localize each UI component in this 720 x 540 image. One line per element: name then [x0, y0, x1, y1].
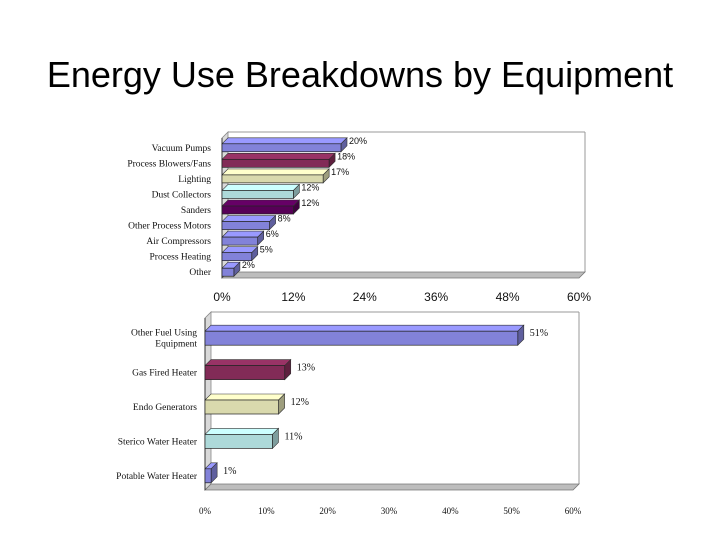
slide-title: Energy Use Breakdowns by Equipment	[46, 54, 674, 95]
electric-equipment-bar-chart: Vacuum Pumps 20% Process Blowers/Fans 18% Li…	[127, 131, 591, 304]
bar-top-dust-collectors	[221, 184, 301, 191]
bar-endo-generators	[204, 399, 279, 415]
bar-dust-collectors	[221, 190, 294, 199]
category-label-vacuum-pumps: Vacuum Pumps	[152, 144, 212, 154]
bar-top-air-compressors	[221, 230, 265, 238]
x-tick-label: 12%	[281, 290, 305, 304]
category-label-gas-fired-heater: Gas Fired Heater	[132, 369, 198, 379]
data-label-other-process-motors: 8%	[278, 214, 291, 224]
category-label-potable-water-heater: Potable Water Heater	[116, 472, 198, 482]
bar-other-process-motors	[221, 221, 270, 230]
bar-process-blowers-fans	[221, 158, 330, 168]
data-label-sterico-water-heater: 11%	[284, 431, 302, 442]
category-label-air-compressors: Air Compressors	[146, 237, 211, 247]
bar-air-compressors	[221, 236, 259, 246]
plot-floor	[204, 483, 580, 491]
data-label-lighting: 17%	[331, 167, 349, 177]
x-tick-label: 60%	[567, 290, 591, 304]
x-tick-label: 0%	[199, 506, 212, 516]
data-label-vacuum-pumps: 20%	[349, 136, 367, 146]
bar-process-heating	[221, 252, 253, 262]
x-tick-label: 20%	[319, 506, 336, 516]
category-label-sterico-water-heater: Sterico Water Heater	[118, 437, 198, 447]
x-tick-label: 10%	[258, 506, 275, 516]
data-label-air-compressors: 6%	[266, 229, 279, 239]
bar-vacuum-pumps	[221, 143, 342, 153]
x-tick-label: 40%	[442, 506, 459, 516]
bar-sanders	[221, 205, 294, 215]
data-label-potable-water-heater: 1%	[223, 466, 236, 477]
bar-other	[221, 267, 235, 277]
bar-sterico-water-heater	[204, 434, 273, 449]
plot-area	[205, 312, 579, 490]
plot-area	[222, 132, 585, 278]
bar-lighting	[221, 174, 324, 184]
category-label-other-process-motors: Other Process Motors	[128, 222, 211, 232]
data-label-sanders: 12%	[301, 198, 319, 208]
bar-top-vacuum-pumps	[221, 137, 348, 145]
category-label-dust-collectors: Dust Collectors	[152, 190, 212, 200]
bar-gas-fired-heater	[204, 365, 286, 380]
bar-other-fuel-using-equipment	[204, 330, 519, 346]
data-label-other-fuel-using-equipment: 51%	[530, 328, 548, 339]
fuel-equipment-bar-chart: Other Fuel Using Equipment 51% Gas Fired He…	[116, 311, 582, 516]
x-tick-label: 0%	[213, 290, 231, 304]
x-tick-label: 36%	[424, 290, 448, 304]
x-tick-label: 48%	[496, 290, 520, 304]
category-label-process-blowers-fans: Process Blowers/Fans	[127, 159, 211, 169]
category-label-sanders: Sanders	[181, 206, 211, 216]
category-label-other: Other	[189, 268, 211, 278]
category-label-lighting: Lighting	[178, 175, 211, 185]
x-tick-label: 60%	[565, 506, 582, 516]
category-label-endo-generators: Endo Generators	[133, 403, 197, 413]
data-label-process-heating: 5%	[260, 245, 273, 255]
plot-floor	[221, 271, 586, 279]
bar-top-endo-generators	[204, 393, 286, 401]
x-tick-label: 24%	[353, 290, 377, 304]
data-label-endo-generators: 12%	[291, 397, 309, 408]
bar-top-lighting	[221, 168, 330, 176]
x-tick-label: 50%	[503, 506, 520, 516]
data-label-process-blowers-fans: 18%	[337, 151, 355, 161]
data-label-gas-fired-heater: 13%	[297, 363, 315, 374]
bar-potable-water-heater	[204, 468, 212, 484]
data-label-dust-collectors: 12%	[301, 182, 319, 192]
x-tick-label: 30%	[381, 506, 398, 516]
bar-top-other-fuel-using-equipment	[204, 324, 525, 332]
category-label-other-fuel-using-equipment: Other Fuel Using Equipment	[131, 329, 197, 350]
bar-top-other-process-motors	[221, 215, 277, 222]
bar-top-sterico-water-heater	[204, 428, 280, 435]
bar-top-process-blowers-fans	[221, 153, 336, 160]
bar-top-gas-fired-heater	[204, 359, 292, 366]
category-label-process-heating: Process Heating	[150, 253, 212, 263]
data-label-other: 2%	[242, 260, 255, 270]
bar-top-sanders	[221, 199, 301, 207]
